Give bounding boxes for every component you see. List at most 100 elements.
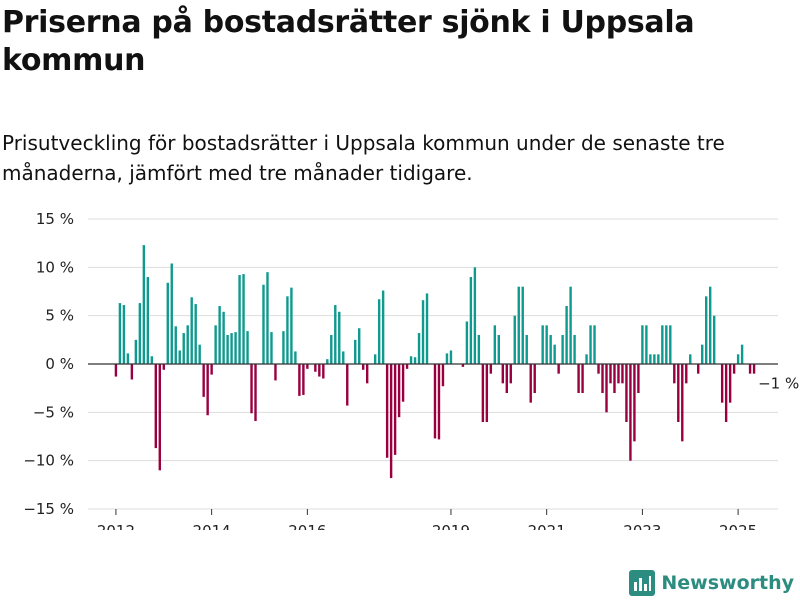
- x-tick-label: 2021: [528, 522, 566, 530]
- bar: [601, 364, 604, 393]
- bar: [521, 286, 524, 364]
- bar: [477, 335, 481, 364]
- bar: [573, 335, 576, 364]
- y-tick-label: −5 %: [33, 403, 74, 421]
- bar: [705, 296, 708, 364]
- bar: [724, 364, 728, 422]
- bar: [625, 364, 628, 422]
- bar: [709, 286, 712, 364]
- bar: [629, 364, 632, 461]
- y-tick-label: −15 %: [23, 500, 74, 518]
- bar: [186, 325, 189, 364]
- bar: [254, 364, 257, 422]
- bar: [130, 364, 134, 380]
- bar: [732, 364, 736, 374]
- bar: [218, 306, 221, 364]
- bar: [673, 364, 676, 384]
- bar: [158, 364, 161, 471]
- bar-chart: 15 % 10 % 5 % 0 % −5 % −10 % −15 % 2012 2014 2016…: [23, 210, 799, 530]
- bar: [661, 325, 664, 364]
- bar: [613, 364, 616, 393]
- bar: [142, 245, 146, 364]
- bar: [286, 296, 289, 364]
- bar: [174, 326, 177, 364]
- bar: [338, 311, 341, 364]
- bar: [445, 353, 449, 364]
- bar: [529, 364, 532, 403]
- bar: [425, 293, 429, 364]
- bar: [748, 364, 752, 374]
- bar: [677, 364, 680, 422]
- bar: [637, 364, 640, 393]
- bar: [561, 335, 564, 364]
- bar: [330, 335, 333, 364]
- bar: [469, 277, 473, 364]
- bar: [270, 332, 273, 364]
- bar: [206, 364, 209, 416]
- bar: [134, 339, 138, 364]
- bar: [334, 305, 337, 364]
- newsworthy-brand: Newsworthy: [629, 570, 794, 596]
- bar: [393, 364, 397, 455]
- bar: [501, 364, 504, 384]
- bar: [274, 364, 277, 381]
- bar: [250, 364, 253, 414]
- bar: [533, 364, 536, 393]
- bar: [581, 364, 584, 393]
- bar: [162, 364, 165, 370]
- bar: [593, 325, 596, 364]
- bar: [509, 364, 512, 384]
- bar: [238, 275, 241, 364]
- latest-value-label: −1 %: [758, 375, 799, 393]
- bar: [122, 305, 126, 364]
- bar: [138, 303, 142, 364]
- bar: [114, 364, 118, 377]
- bar: [230, 333, 233, 364]
- bar: [685, 364, 688, 384]
- bar: [318, 364, 321, 377]
- bar: [290, 287, 293, 364]
- bar: [214, 325, 217, 364]
- bar: [401, 364, 405, 402]
- bar: [242, 274, 245, 364]
- bars: [114, 245, 756, 479]
- bar: [322, 364, 325, 379]
- bar: [441, 364, 445, 387]
- bar: [234, 332, 237, 364]
- bar: [465, 321, 469, 364]
- bar: [198, 344, 201, 364]
- brand-name: Newsworthy: [661, 572, 794, 594]
- bar: [609, 364, 612, 384]
- y-tick-label: 15 %: [36, 210, 74, 228]
- bar: [126, 353, 130, 364]
- bar: [712, 315, 716, 364]
- bar: [549, 335, 552, 364]
- bar: [633, 364, 636, 442]
- bar: [553, 344, 556, 364]
- bar: [246, 331, 249, 364]
- x-tick-label: 2025: [719, 522, 757, 530]
- bar: [154, 364, 157, 449]
- bar: [381, 290, 385, 364]
- bar: [605, 364, 608, 413]
- axes: 15 % 10 % 5 % 0 % −5 % −10 % −15 % 2012 2014 2016…: [23, 210, 799, 530]
- bar: [577, 364, 580, 393]
- y-tick-label: 5 %: [45, 307, 74, 325]
- bar: [298, 364, 301, 396]
- bar: [385, 364, 389, 458]
- y-tick-label: 0 %: [45, 355, 74, 373]
- x-tick-label: 2016: [288, 522, 326, 530]
- bar: [565, 306, 568, 364]
- bar: [545, 325, 548, 364]
- bar: [365, 364, 369, 384]
- bar: [589, 325, 592, 364]
- bar: [170, 263, 173, 364]
- bar: [373, 354, 377, 364]
- x-tick-label: 2012: [97, 522, 135, 530]
- bar: [669, 325, 672, 364]
- bar: [641, 325, 644, 364]
- bar: [182, 333, 185, 364]
- bar: [437, 364, 441, 440]
- bar: [150, 356, 154, 364]
- bar: [517, 286, 520, 364]
